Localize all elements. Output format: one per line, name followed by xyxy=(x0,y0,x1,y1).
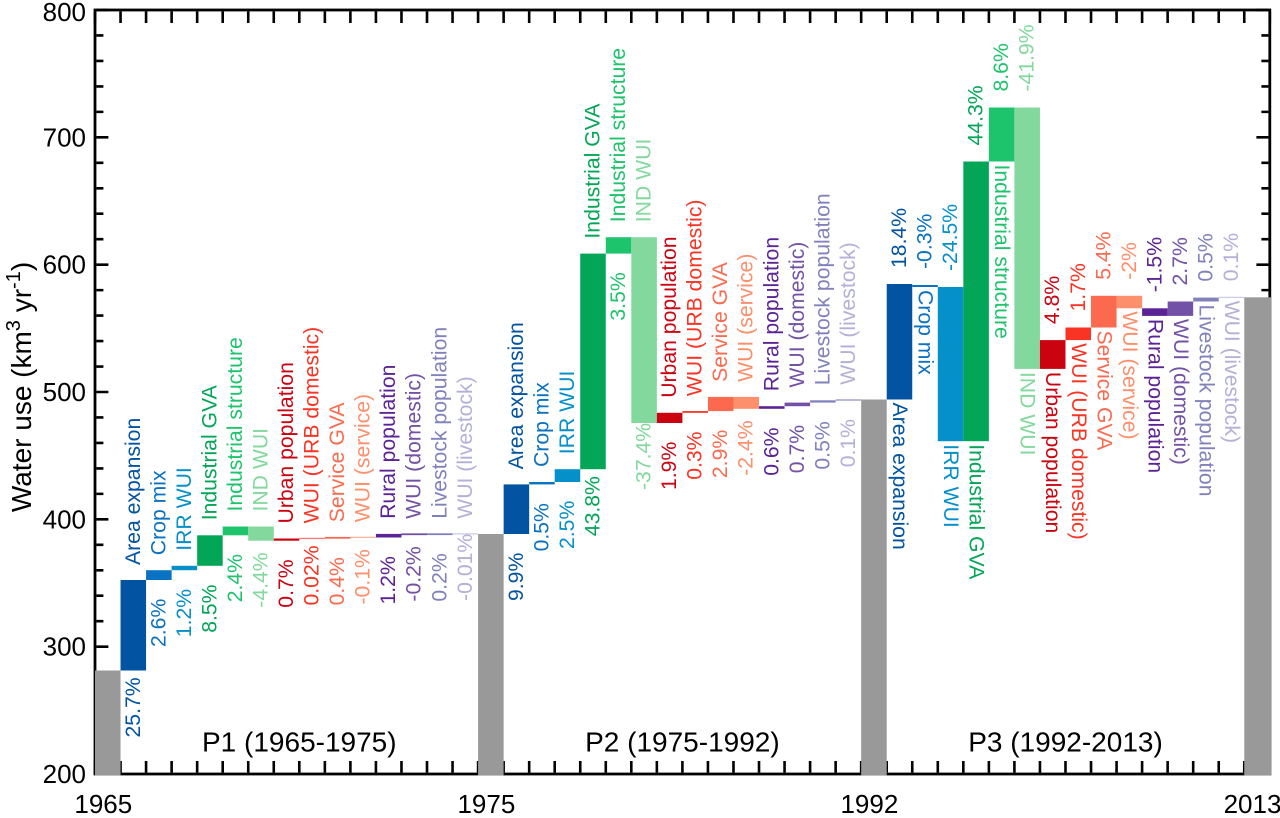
svg-text:9.9%: 9.9% xyxy=(505,553,528,601)
svg-text:-0.2%: -0.2% xyxy=(403,546,426,602)
svg-text:1965: 1965 xyxy=(74,789,132,818)
svg-text:Rural population: Rural population xyxy=(377,365,400,519)
svg-text:0.3%: 0.3% xyxy=(684,431,707,479)
svg-text:Area expansion: Area expansion xyxy=(505,322,528,469)
svg-text:2.6%: 2.6% xyxy=(147,599,170,647)
svg-text:Urban population: Urban population xyxy=(1041,372,1064,533)
svg-text:43.8%: 43.8% xyxy=(582,476,605,536)
svg-text:2.4%: 2.4% xyxy=(224,554,247,602)
svg-text:200: 200 xyxy=(43,759,86,789)
svg-text:-0.01%: -0.01% xyxy=(454,534,477,601)
svg-text:3.5%: 3.5% xyxy=(607,272,630,320)
svg-text:0.1%: 0.1% xyxy=(1220,233,1243,281)
svg-text:-4.4%: -4.4% xyxy=(250,552,273,608)
svg-text:P1 (1965-1975): P1 (1965-1975) xyxy=(202,727,397,758)
svg-text:WUI (service): WUI (service) xyxy=(735,254,758,382)
svg-text:Service GVA: Service GVA xyxy=(709,261,732,382)
svg-text:Service GVA: Service GVA xyxy=(326,402,349,523)
svg-text:0.7%: 0.7% xyxy=(275,559,298,607)
svg-text:1.9%: 1.9% xyxy=(658,442,681,490)
svg-text:8.5%: 8.5% xyxy=(198,584,221,632)
svg-text:2.7%: 2.7% xyxy=(1169,237,1192,285)
svg-text:4.8%: 4.8% xyxy=(1041,276,1064,324)
svg-text:44.3%: 44.3% xyxy=(965,85,988,145)
svg-text:Crop mix: Crop mix xyxy=(147,470,170,555)
svg-text:0.7%: 0.7% xyxy=(786,425,809,473)
svg-text:1.7%: 1.7% xyxy=(1067,263,1090,311)
svg-text:WUI (URB domestic): WUI (URB domestic) xyxy=(301,327,324,524)
svg-text:Urban population: Urban population xyxy=(275,362,298,523)
svg-text:Service GVA: Service GVA xyxy=(1092,331,1115,452)
svg-text:P2 (1975-1992): P2 (1975-1992) xyxy=(585,727,780,758)
svg-text:Livestock population: Livestock population xyxy=(1195,305,1218,497)
svg-text:0.5%: 0.5% xyxy=(811,421,834,469)
svg-text:Crop mix: Crop mix xyxy=(530,382,553,467)
svg-text:1975: 1975 xyxy=(457,789,515,818)
svg-text:Industrial GVA: Industrial GVA xyxy=(965,444,988,580)
svg-text:2.9%: 2.9% xyxy=(709,430,732,478)
svg-text:-41.9%: -41.9% xyxy=(1016,24,1039,91)
svg-text:300: 300 xyxy=(43,632,86,662)
svg-text:800: 800 xyxy=(43,0,86,27)
svg-text:400: 400 xyxy=(43,504,86,534)
svg-text:5.4%: 5.4% xyxy=(1092,231,1115,279)
svg-text:1.2%: 1.2% xyxy=(173,589,196,637)
svg-text:Industrial structure: Industrial structure xyxy=(990,165,1013,339)
svg-text:Rural population: Rural population xyxy=(760,237,783,391)
svg-text:18.4%: 18.4% xyxy=(888,208,911,268)
svg-text:-24.5%: -24.5% xyxy=(939,204,962,271)
svg-text:IND WUI: IND WUI xyxy=(633,139,656,223)
svg-text:1.2%: 1.2% xyxy=(377,556,400,604)
svg-text:WUI (livestock): WUI (livestock) xyxy=(1220,301,1243,443)
svg-text:-2%: -2% xyxy=(1118,242,1141,280)
svg-text:Rural population: Rural population xyxy=(1143,319,1166,473)
svg-text:Livestock population: Livestock population xyxy=(811,193,834,385)
svg-text:WUI (livestock): WUI (livestock) xyxy=(837,242,860,384)
svg-text:Industrial GVA: Industrial GVA xyxy=(582,103,605,239)
svg-text:500: 500 xyxy=(43,377,86,407)
svg-text:WUI (domestic): WUI (domestic) xyxy=(786,242,809,388)
svg-text:-0.3%: -0.3% xyxy=(914,213,937,269)
svg-text:IND WUI: IND WUI xyxy=(250,428,273,512)
svg-text:8.6%: 8.6% xyxy=(990,43,1013,91)
svg-text:Industrial structure: Industrial structure xyxy=(224,337,247,511)
svg-text:700: 700 xyxy=(43,122,86,152)
svg-text:0.2%: 0.2% xyxy=(428,553,451,601)
svg-text:0.5%: 0.5% xyxy=(1195,233,1218,281)
svg-text:Area expansion: Area expansion xyxy=(122,418,145,565)
svg-text:2013: 2013 xyxy=(1224,789,1280,818)
svg-text:0.1%: 0.1% xyxy=(837,419,860,467)
svg-text:Water use (km3 yr-1): Water use (km3 yr-1) xyxy=(3,262,37,512)
svg-text:WUI (service): WUI (service) xyxy=(352,394,375,522)
svg-text:IND WUI: IND WUI xyxy=(1016,372,1039,456)
svg-text:Area expansion: Area expansion xyxy=(888,403,911,550)
svg-text:IRR WUI: IRR WUI xyxy=(173,467,196,551)
svg-text:WUI (domestic): WUI (domestic) xyxy=(403,373,426,519)
svg-text:WUI (domestic): WUI (domestic) xyxy=(1169,319,1192,465)
svg-text:Livestock population: Livestock population xyxy=(428,327,451,519)
svg-text:P3 (1992-2013): P3 (1992-2013) xyxy=(968,727,1163,758)
svg-text:600: 600 xyxy=(43,250,86,280)
svg-text:1992: 1992 xyxy=(840,789,898,818)
svg-text:-37.4%: -37.4% xyxy=(633,423,656,490)
svg-text:0.6%: 0.6% xyxy=(760,427,783,475)
svg-text:-0.1%: -0.1% xyxy=(352,549,375,605)
svg-text:IRR WUI: IRR WUI xyxy=(939,444,962,528)
svg-text:-2.4%: -2.4% xyxy=(735,420,758,476)
svg-text:0.4%: 0.4% xyxy=(326,557,349,605)
svg-text:WUI (livestock): WUI (livestock) xyxy=(454,376,477,518)
svg-text:-1.5%: -1.5% xyxy=(1143,237,1166,293)
svg-text:0.02%: 0.02% xyxy=(301,545,324,605)
svg-text:Industrial GVA: Industrial GVA xyxy=(198,384,221,520)
svg-text:25.7%: 25.7% xyxy=(122,677,145,737)
svg-text:Urban population: Urban population xyxy=(658,236,681,397)
svg-text:2.5%: 2.5% xyxy=(556,501,579,549)
svg-text:Industrial structure: Industrial structure xyxy=(607,48,630,222)
svg-text:Crop mix: Crop mix xyxy=(914,290,937,375)
svg-text:0.5%: 0.5% xyxy=(530,503,553,551)
svg-text:WUI (URB domestic): WUI (URB domestic) xyxy=(684,200,707,397)
svg-text:WUI (service): WUI (service) xyxy=(1118,311,1141,439)
svg-text:IRR WUI: IRR WUI xyxy=(556,371,579,455)
svg-text:WUI (URB domestic): WUI (URB domestic) xyxy=(1067,343,1090,540)
